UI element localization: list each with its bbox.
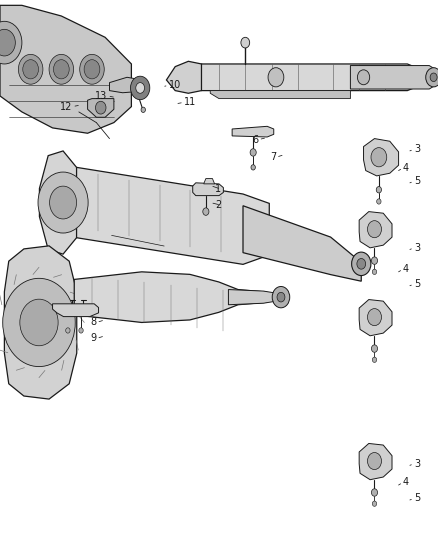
Text: 12: 12: [60, 102, 72, 111]
Circle shape: [18, 54, 43, 84]
Polygon shape: [359, 212, 392, 248]
Circle shape: [20, 299, 58, 346]
Circle shape: [84, 60, 100, 79]
Text: 13: 13: [95, 91, 107, 101]
Polygon shape: [0, 5, 131, 133]
Polygon shape: [193, 183, 223, 196]
Text: 8: 8: [90, 318, 96, 327]
Circle shape: [38, 172, 88, 233]
Text: 5: 5: [414, 494, 420, 503]
Circle shape: [53, 60, 69, 79]
Circle shape: [49, 186, 77, 219]
Circle shape: [367, 221, 381, 238]
Polygon shape: [359, 443, 392, 480]
Text: 4: 4: [403, 163, 409, 173]
Circle shape: [79, 328, 83, 333]
Circle shape: [268, 68, 284, 87]
Circle shape: [372, 269, 377, 274]
Circle shape: [95, 101, 106, 114]
Text: 4: 4: [403, 478, 409, 487]
Circle shape: [66, 328, 70, 333]
Circle shape: [250, 149, 256, 156]
Polygon shape: [210, 91, 350, 99]
Circle shape: [371, 257, 378, 264]
Circle shape: [49, 54, 74, 84]
Text: 7: 7: [270, 152, 276, 162]
Circle shape: [352, 252, 371, 276]
Circle shape: [377, 199, 381, 204]
Polygon shape: [4, 246, 77, 399]
Circle shape: [372, 501, 377, 506]
Circle shape: [367, 309, 381, 326]
Circle shape: [426, 68, 438, 87]
Polygon shape: [350, 66, 438, 89]
Circle shape: [371, 489, 378, 496]
Circle shape: [277, 292, 285, 302]
Polygon shape: [232, 126, 274, 137]
Polygon shape: [201, 64, 420, 91]
Circle shape: [371, 148, 387, 167]
Circle shape: [376, 187, 381, 193]
Text: 10: 10: [169, 80, 181, 90]
Text: 4: 4: [403, 264, 409, 274]
Circle shape: [357, 70, 370, 85]
Polygon shape: [204, 179, 215, 184]
Text: 6: 6: [252, 135, 258, 144]
Circle shape: [251, 165, 255, 170]
Circle shape: [357, 259, 366, 269]
Circle shape: [23, 60, 39, 79]
Text: 3: 3: [414, 459, 420, 469]
Circle shape: [272, 287, 290, 308]
Circle shape: [131, 76, 150, 100]
Circle shape: [80, 54, 104, 84]
Circle shape: [136, 83, 145, 93]
Polygon shape: [39, 151, 86, 254]
Polygon shape: [53, 304, 99, 317]
Text: 3: 3: [414, 243, 420, 253]
Circle shape: [367, 453, 381, 470]
Polygon shape: [110, 77, 142, 93]
Circle shape: [371, 345, 378, 352]
Text: 5: 5: [414, 279, 420, 289]
Polygon shape: [166, 61, 210, 93]
Text: 1: 1: [215, 184, 221, 194]
Circle shape: [372, 357, 377, 362]
Circle shape: [141, 107, 145, 112]
Polygon shape: [243, 206, 361, 281]
Text: 3: 3: [414, 144, 420, 154]
Polygon shape: [359, 300, 392, 336]
Polygon shape: [364, 139, 399, 176]
Circle shape: [0, 21, 22, 64]
Polygon shape: [77, 167, 269, 264]
Circle shape: [203, 208, 209, 215]
Text: 5: 5: [414, 176, 420, 186]
Circle shape: [0, 29, 15, 56]
Text: 11: 11: [184, 98, 196, 107]
Circle shape: [241, 37, 250, 48]
Polygon shape: [88, 99, 114, 117]
Polygon shape: [74, 272, 267, 322]
Circle shape: [430, 73, 437, 82]
Polygon shape: [229, 289, 286, 305]
Text: 9: 9: [90, 334, 96, 343]
Text: 2: 2: [215, 200, 221, 210]
Circle shape: [3, 278, 75, 367]
